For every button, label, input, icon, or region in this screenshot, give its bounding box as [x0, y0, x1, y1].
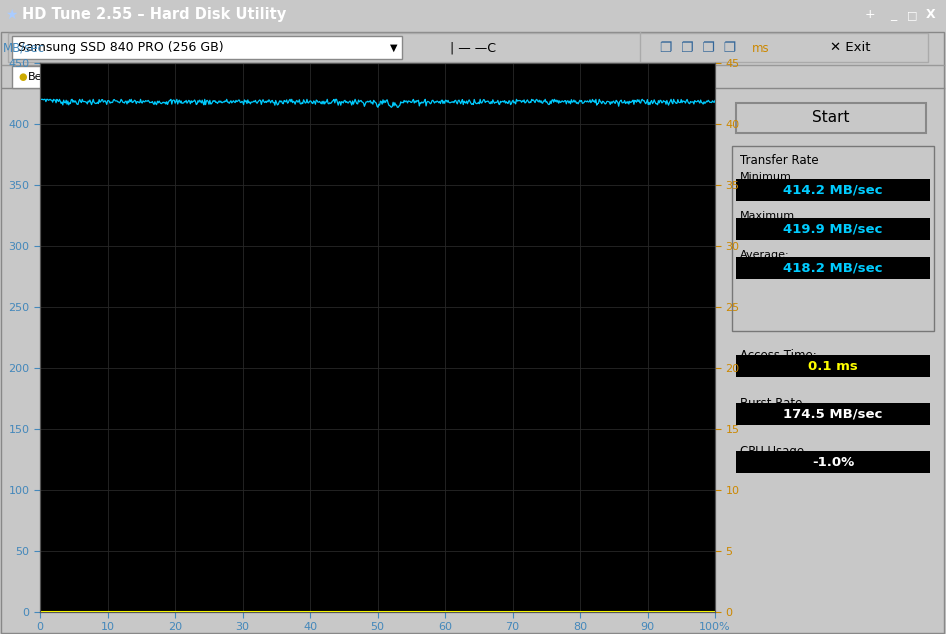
Text: MB/sec: MB/sec [3, 42, 44, 55]
Text: +: + [865, 8, 875, 22]
Text: Transfer Rate: Transfer Rate [740, 154, 818, 167]
Bar [732, 146, 934, 331]
Text: 419.9 MB/sec: 419.9 MB/sec [783, 223, 883, 235]
Bar [163, 66, 229, 88]
Text: Minimum: Minimum [740, 172, 792, 182]
Text: +: + [169, 72, 177, 82]
Bar [736, 218, 930, 240]
Text: 418.2 MB/sec: 418.2 MB/sec [783, 261, 883, 275]
Text: Samsung SSD 840 PRO (256 GB): Samsung SSD 840 PRO (256 GB) [18, 41, 223, 54]
Text: Benchmark: Benchmark [28, 72, 92, 82]
Text: ★: ★ [5, 8, 17, 22]
Text: Burst Rate: Burst Rate [740, 397, 802, 410]
Text: □: □ [907, 10, 918, 20]
Bar [234, 66, 322, 88]
Bar [736, 355, 930, 377]
Text: 0.1 ms: 0.1 ms [808, 359, 858, 373]
Text: ✕ Exit: ✕ Exit [830, 41, 870, 54]
Text: Start: Start [813, 110, 850, 126]
Text: HD Tune 2.55 – Hard Disk Utility: HD Tune 2.55 – Hard Disk Utility [22, 8, 287, 22]
Text: ○: ○ [240, 72, 249, 82]
Bar [736, 179, 930, 201]
Text: ❐  ❐  ❐  ❐: ❐ ❐ ❐ ❐ [660, 41, 736, 55]
Text: ms: ms [752, 42, 770, 55]
Text: | — —C: | — —C [450, 41, 496, 54]
Text: i: i [111, 72, 114, 82]
Text: Access Time:: Access Time: [740, 349, 816, 362]
Text: -1.0%: -1.0% [812, 455, 854, 469]
Text: X: X [926, 8, 936, 22]
Bar [736, 257, 930, 279]
Text: Error Scan: Error Scan [250, 72, 307, 82]
Bar [8, 33, 928, 62]
Bar [12, 36, 402, 59]
Text: Average:: Average: [740, 250, 790, 260]
Text: ▼: ▼ [390, 42, 397, 53]
Bar [105, 66, 158, 88]
Bar [736, 451, 930, 473]
Text: ●: ● [18, 72, 26, 82]
Text: 174.5 MB/sec: 174.5 MB/sec [783, 408, 883, 420]
Bar [736, 403, 930, 425]
Text: CPU Usage: CPU Usage [740, 445, 804, 458]
Text: Health: Health [179, 72, 216, 82]
Text: Info: Info [121, 72, 142, 82]
Text: _: _ [890, 8, 896, 22]
Bar [736, 103, 926, 133]
Bar [12, 66, 100, 88]
Text: 414.2 MB/sec: 414.2 MB/sec [783, 183, 883, 197]
Text: Maximum: Maximum [740, 211, 796, 221]
